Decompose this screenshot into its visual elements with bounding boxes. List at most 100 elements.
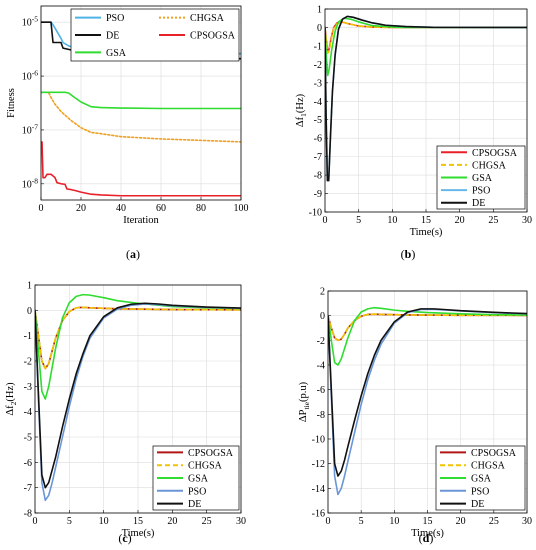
panel-d-delta-ptie: 0 5 10 15 20 25 3020-2-4-6-8-10-12-14-16Time(s… [298, 287, 532, 546]
y-tick-label: 0 [317, 23, 322, 34]
y-tick-label: -3 [314, 78, 322, 89]
legend-entry: DE [472, 198, 485, 209]
x-tick-label: 25 [202, 516, 212, 527]
x-tick-label: 5 [356, 215, 361, 226]
y-tick-label: -4 [317, 361, 325, 372]
x-axis-label: Iteration [123, 215, 159, 226]
y-tick-label: 10-7 [22, 122, 38, 136]
y-tick-label: -5 [24, 433, 32, 444]
x-tick-label: 40 [116, 203, 126, 214]
panel-label: (a) [126, 247, 140, 261]
legend-entry: PSO [472, 186, 490, 197]
legend-entry: CHGSA [471, 461, 506, 472]
y-tick-label: -4 [314, 97, 322, 108]
y-tick-label: -16 [312, 509, 325, 520]
legend-entry: GSA [188, 474, 209, 485]
series-line-gsa [41, 91, 241, 110]
legend-entry: CPSOGSA [471, 448, 517, 459]
legend-entry: GSA [106, 48, 127, 59]
y-axis-label: Δf1(Hz) [295, 93, 308, 127]
y-tick-label: -8 [314, 171, 322, 182]
y-tick-label: -6 [314, 134, 322, 145]
legend-entry: DE [188, 499, 201, 510]
x-tick-label: 10 [99, 516, 109, 527]
legend-entry: CPSOGSA [190, 31, 236, 42]
legend-entry: CHGSA [190, 13, 225, 24]
x-tick-label: 80 [196, 203, 206, 214]
x-tick-label: 20 [455, 215, 465, 226]
y-tick-label: 0 [320, 311, 325, 322]
y-tick-label: 10-8 [22, 176, 38, 190]
x-tick-label: 25 [489, 516, 499, 527]
y-tick-label: -12 [312, 459, 325, 470]
series-group [328, 306, 527, 496]
legend-entry: CPSOGSA [472, 148, 518, 159]
axes-frame [327, 290, 528, 514]
panel-a-fitness-convergence: 0 20 40 60 80 100 10-5 10-6 10-7 10-8 Iteration Fit… [6, 5, 249, 261]
x-tick-label: 60 [156, 203, 166, 214]
y-tick-label: -14 [312, 484, 325, 495]
series-group [41, 21, 241, 197]
legend-entry: CHGSA [188, 461, 223, 472]
y-tick-label: 1 [27, 281, 32, 292]
y-tick-label: -2 [24, 357, 32, 368]
legend-entry: DE [471, 499, 484, 510]
y-axis-label: ΔPtie(p.u) [298, 381, 311, 422]
axes-frame [34, 284, 242, 514]
panel-label: (d) [419, 531, 434, 545]
y-tick-label: -10 [309, 208, 322, 219]
y-tick-label: -8 [317, 410, 325, 421]
axes-frame [40, 5, 242, 201]
x-tick-label: 15 [423, 516, 433, 527]
y-tick-label: -9 [314, 189, 322, 200]
x-axis-label: Time(s) [410, 227, 443, 238]
y-tick-label: -1 [24, 331, 32, 342]
y-tick-label: 2 [320, 287, 325, 298]
series-line-gsa [328, 306, 527, 366]
series-group [35, 293, 241, 502]
y-tick-label: -3 [24, 382, 32, 393]
series-line-de [325, 15, 527, 182]
x-tick-label: 0 [39, 203, 44, 214]
x-tick-label: 25 [488, 215, 498, 226]
axes-frame [324, 8, 528, 213]
legend-entry: GSA [471, 474, 492, 485]
series-line-de [35, 302, 241, 489]
x-tick-label: 0 [323, 215, 328, 226]
panel-c-delta-f2: 0 5 10 15 20 25 3010-1-2-3-4-5-6-7-8Time(s)Δf2… [5, 281, 246, 546]
x-tick-label: 100 [234, 203, 249, 214]
legend-entry: CHGSA [472, 160, 507, 171]
legend-entry: DE [106, 31, 119, 42]
series-line-gsa [325, 17, 527, 77]
y-tick-label: 10-6 [22, 69, 38, 83]
y-tick-label: -4 [24, 407, 32, 418]
x-tick-label: 20 [167, 516, 177, 527]
y-tick-label: -1 [314, 41, 322, 52]
x-tick-label: 5 [359, 516, 364, 527]
x-tick-label: 0 [33, 516, 38, 527]
panel-b-delta-f1: 0 5 10 15 20 25 3010-1-2-3-4-5-6-7-8-9-10Time(… [295, 5, 532, 262]
y-tick-label: -8 [24, 509, 32, 520]
x-axis-label: Time(s) [122, 528, 155, 539]
legend-entry: GSA [472, 173, 493, 184]
x-tick-label: 15 [133, 516, 143, 527]
series-line-de [328, 308, 527, 477]
x-tick-label: 5 [67, 516, 72, 527]
series-line-chgsa [41, 91, 241, 143]
legend: PSO CHGSA DE CPSOGSA GSA [70, 8, 240, 62]
series-line-chgsa [328, 313, 527, 342]
y-tick-label: -5 [314, 115, 322, 126]
x-tick-label: 15 [421, 215, 431, 226]
x-tick-label: 30 [236, 516, 246, 527]
y-tick-label: -6 [317, 385, 325, 396]
panel-label: (c) [118, 531, 131, 545]
x-tick-label: 30 [522, 516, 532, 527]
y-axis-label: Δf2(Hz) [5, 382, 18, 416]
x-tick-label: 30 [522, 215, 532, 226]
series-line-chgsa [35, 306, 241, 370]
x-tick-label: 20 [76, 203, 86, 214]
y-tick-label: -7 [314, 152, 322, 163]
